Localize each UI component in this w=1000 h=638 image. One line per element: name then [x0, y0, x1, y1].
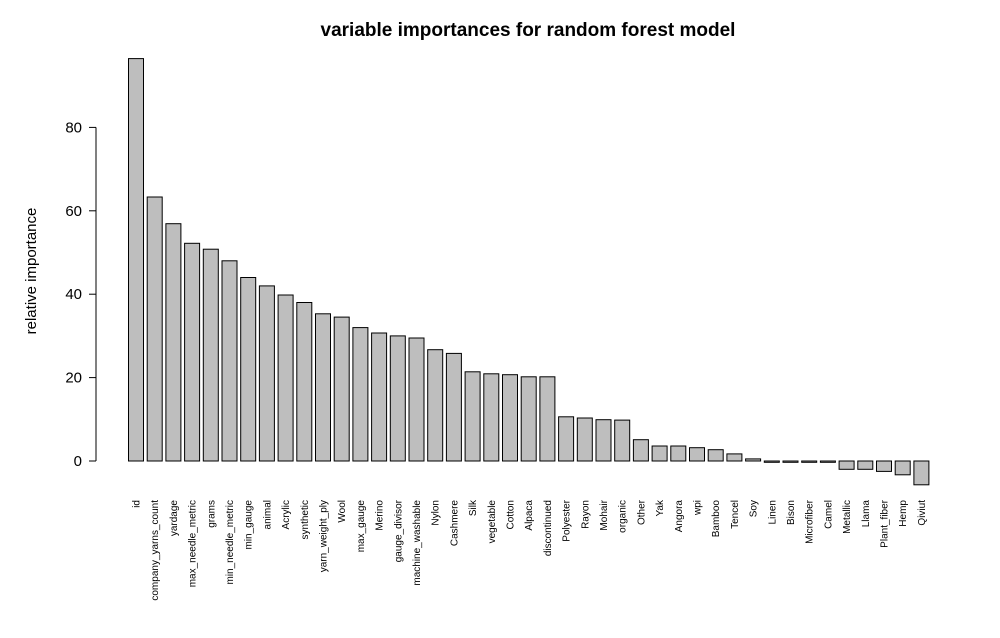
bar-Alpaca	[520, 376, 537, 462]
x-tick-label: gauge_divisor	[393, 499, 404, 562]
x-tick-label: max_gauge	[356, 500, 367, 553]
bar-animal	[258, 285, 275, 462]
x-tick-label: Microfiber	[805, 499, 816, 544]
bar-company_yarns_count	[146, 196, 163, 462]
x-tick-label: Polyester	[562, 499, 573, 541]
x-tick-label: Alpaca	[524, 500, 535, 531]
x-tick-label: Soy	[749, 500, 760, 517]
bar-wpi	[689, 447, 705, 462]
x-tick-label: company_yarns_count	[150, 500, 161, 601]
x-tick-label: Bison	[786, 500, 797, 525]
x-tick-label: Silk	[468, 499, 479, 516]
x-tick-label: yardage	[169, 500, 180, 537]
x-tick-label: Metallic	[842, 500, 853, 534]
bar-Rayon	[576, 417, 593, 462]
bar-Plant_fiber	[876, 460, 892, 472]
bar-min_needle_metric	[221, 260, 238, 462]
y-tick-label: 20	[65, 370, 82, 387]
bar-Mohair	[595, 419, 612, 462]
x-tick-label: id	[132, 500, 143, 508]
bar-Yak	[651, 445, 668, 462]
bar-id	[128, 58, 144, 462]
bar-Microfiber	[801, 460, 818, 463]
y-axis: 0 20 40 60 80	[65, 119, 97, 470]
bar-gauge_divisor	[389, 335, 406, 462]
x-tick-label: Linen	[767, 500, 778, 524]
bar-Cotton	[502, 374, 518, 462]
bar-machine_washable	[408, 337, 425, 462]
bar-Polyester	[558, 416, 575, 462]
x-tick-label: Nylon	[431, 500, 442, 526]
bar-min_gauge	[240, 277, 257, 462]
bar-Other	[632, 439, 649, 462]
bar-synthetic	[296, 302, 313, 462]
bar-discontinued	[539, 376, 556, 462]
bar-vegetable	[483, 373, 500, 462]
x-tick-label: Hemp	[898, 500, 909, 527]
x-tick-label: machine_washable	[412, 500, 423, 586]
bar-Acrylic	[277, 294, 294, 462]
bar-Camel	[819, 460, 836, 463]
bar-Nylon	[427, 349, 444, 462]
bar-Cashmere	[445, 352, 462, 462]
x-tick-label: Rayon	[580, 500, 591, 529]
bar-Metallic	[838, 460, 855, 470]
x-tick-label: Camel	[823, 500, 834, 529]
bar-Wool	[333, 316, 350, 462]
y-axis-label: relative importance	[23, 208, 40, 335]
bar-Linen	[763, 460, 780, 463]
bar-organic	[614, 419, 631, 462]
x-tick-label: animal	[262, 500, 273, 529]
bar-Soy	[745, 458, 762, 462]
x-tick-label: Wool	[337, 500, 348, 523]
x-tick-label: wpi	[693, 500, 704, 516]
y-tick-label: 60	[65, 203, 82, 220]
bars	[128, 58, 930, 486]
chart-title: variable importances for random forest m…	[321, 20, 736, 41]
x-tick-label: min_gauge	[244, 500, 255, 550]
x-tick-label: Other	[636, 499, 647, 525]
bar-max_gauge	[352, 327, 369, 462]
x-tick-label: Bamboo	[711, 500, 722, 538]
bar-Tencel	[726, 453, 743, 462]
x-tick-label: Plant_fiber	[880, 499, 891, 547]
x-tick-label: min_needle_metric	[225, 500, 236, 585]
bar-Bamboo	[707, 449, 724, 462]
x-tick-label: Acrylic	[281, 500, 292, 529]
bar-yardage	[165, 223, 182, 462]
bar-Llama	[857, 460, 874, 470]
x-tick-label: Yak	[655, 499, 666, 516]
y-tick-label: 40	[65, 286, 82, 303]
x-tick-label: Llama	[861, 500, 872, 528]
x-tick-label: Cotton	[506, 500, 517, 529]
x-tick-labels: id company_yarns_count yardage max_needle_m…	[132, 499, 928, 601]
bar-max_needle_metric	[184, 242, 201, 462]
x-tick-label: discontinued	[543, 500, 554, 556]
y-tick-label: 0	[74, 453, 82, 470]
bar-Bison	[782, 460, 799, 463]
x-tick-label: vegetable	[487, 500, 498, 544]
x-tick-label: Qiviut	[917, 500, 928, 526]
x-tick-label: max_needle_metric	[188, 500, 199, 587]
x-tick-label: grams	[206, 500, 217, 528]
bar-grams	[202, 248, 219, 462]
bar-Hemp	[894, 460, 911, 476]
bar-Angora	[670, 445, 687, 462]
x-tick-label: Tencel	[730, 500, 741, 529]
y-tick-label: 80	[65, 119, 82, 136]
x-tick-label: organic	[618, 500, 629, 533]
bar-Silk	[464, 371, 481, 462]
x-tick-label: Merino	[375, 500, 386, 531]
x-tick-label: Mohair	[599, 499, 610, 530]
x-tick-label: yarn_weight_ply	[319, 500, 330, 572]
bar-Merino	[371, 332, 388, 462]
bar-yarn_weight_ply	[315, 313, 331, 462]
x-tick-label: Angora	[674, 500, 685, 533]
bar-Qiviut	[913, 460, 930, 486]
x-tick-label: Cashmere	[449, 500, 460, 547]
x-tick-label: synthetic	[300, 500, 311, 539]
